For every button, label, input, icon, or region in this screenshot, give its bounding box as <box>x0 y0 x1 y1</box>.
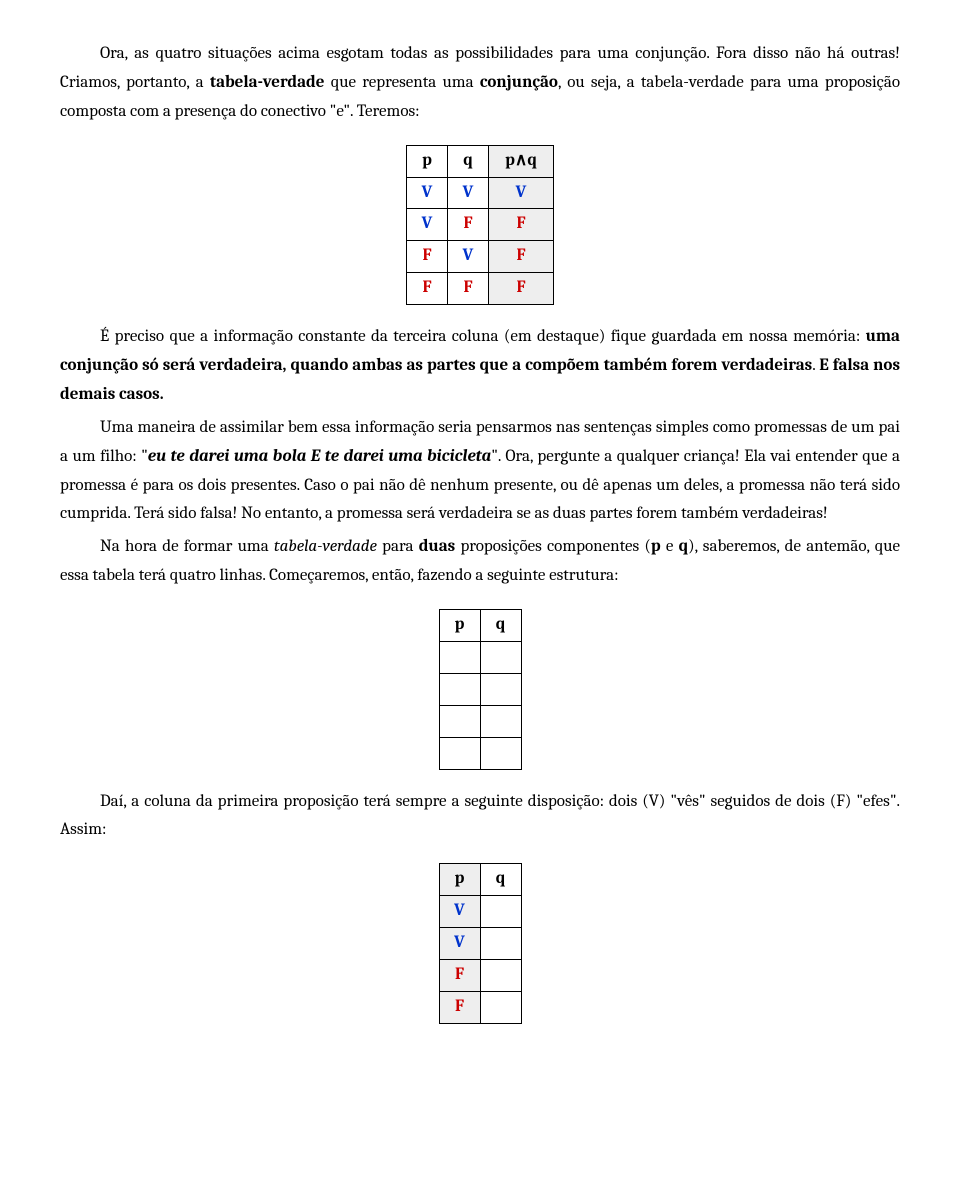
text: Na hora de formar uma <box>100 537 274 556</box>
truth-table-conjunction: p q p∧q V V V V F F F V F F F F <box>406 145 554 305</box>
bold: conjunção <box>480 73 558 92</box>
cell <box>480 737 521 769</box>
paragraph-5: Daí, a coluna da primeira proposição ter… <box>60 788 900 846</box>
text: É preciso que a informação constante da … <box>100 327 866 346</box>
cell: F <box>439 991 480 1023</box>
th-q: q <box>480 610 521 642</box>
th-pq: p∧q <box>489 145 554 177</box>
cell: V <box>407 209 448 241</box>
text: Daí, a coluna da primeira proposição ter… <box>60 792 900 840</box>
th-q: q <box>448 145 489 177</box>
cell: F <box>407 241 448 273</box>
cell: V <box>439 896 480 928</box>
cell: F <box>489 241 554 273</box>
truth-table-empty: p q <box>439 609 522 769</box>
cell: F <box>489 209 554 241</box>
cell <box>480 928 521 960</box>
th-p: p <box>439 610 480 642</box>
cell: F <box>489 273 554 305</box>
bold-italic: eu te darei uma bola E te darei uma bici… <box>148 447 491 466</box>
cell: V <box>448 241 489 273</box>
cell: F <box>448 209 489 241</box>
text: e <box>661 537 679 556</box>
th-p: p <box>407 145 448 177</box>
cell <box>480 705 521 737</box>
cell <box>439 673 480 705</box>
cell: V <box>448 177 489 209</box>
text: para <box>377 537 419 556</box>
cell: F <box>439 960 480 992</box>
cell: V <box>489 177 554 209</box>
paragraph-4: Na hora de formar uma tabela-verdade par… <box>60 533 900 591</box>
bold: q <box>679 537 689 556</box>
th-q: q <box>480 864 521 896</box>
th-p: p <box>439 864 480 896</box>
cell <box>439 737 480 769</box>
bold: duas <box>419 537 456 556</box>
cell <box>439 705 480 737</box>
paragraph-1: Ora, as quatro situações acima esgotam t… <box>60 40 900 127</box>
truth-table-p-column: p q V V F F <box>439 863 522 1023</box>
cell <box>480 896 521 928</box>
cell: V <box>439 928 480 960</box>
paragraph-3: Uma maneira de assimilar bem essa inform… <box>60 414 900 530</box>
cell: F <box>407 273 448 305</box>
bold: p <box>651 537 661 556</box>
cell: F <box>448 273 489 305</box>
cell <box>480 673 521 705</box>
cell: V <box>407 177 448 209</box>
cell <box>480 960 521 992</box>
cell <box>480 991 521 1023</box>
cell <box>439 642 480 674</box>
italic: tabela-verdade <box>274 537 377 556</box>
bold: tabela-verdade <box>210 73 325 92</box>
text: que representa uma <box>324 73 479 92</box>
cell <box>480 642 521 674</box>
paragraph-2: É preciso que a informação constante da … <box>60 323 900 410</box>
text: proposições componentes ( <box>455 537 651 556</box>
